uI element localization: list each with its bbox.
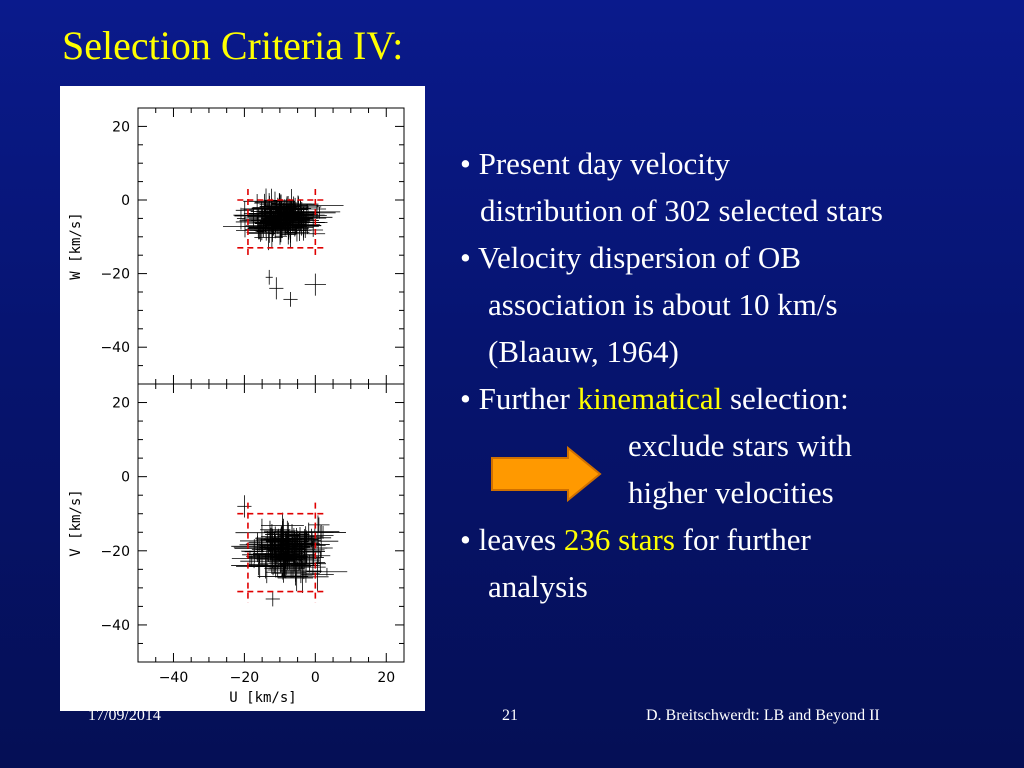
panel-top-ytick-label: −20 [100,267,130,283]
footer-date: 17/09/2014 [88,707,161,724]
bullet-1-line-1: • Present day velocity [460,146,730,181]
panel-bottom-ytick-label: −20 [100,544,130,560]
bullet-1-line-2: distribution of 302 selected stars [480,193,883,228]
velocity-scatter-svg: 20 0 −20 −40 W [km/s] 20 0 −20 −40 −40 −20 0 20 V [km… [68,107,405,706]
panel-bottom-xlabel: U [km/s] [229,690,296,706]
bullet-4-line-1: • leaves 236 stars for further [460,516,1020,563]
panel-top-ytick-label: −40 [100,340,130,356]
panel-bottom-ylabel: V [km/s] [68,489,84,556]
panel-top-ylabel: W [km/s] [68,212,84,279]
right-arrow-icon [491,446,602,502]
bullet-3-line-2: exclude stars with [628,428,852,463]
bullet-4-text-pre: • leaves [460,522,564,557]
panel-bottom-xtick-label: −40 [159,670,189,686]
panel-bottom-frame [137,383,405,663]
bullet-4-text-post: for further [674,522,811,557]
bullet-3-text-post: selection: [722,381,849,416]
footer-page-number: 21 [502,707,518,724]
bullet-2-line-2: association is about 10 km/s [488,287,838,322]
panel-top-frame [137,107,405,385]
panel-bottom-xtick-label: 20 [377,670,395,686]
bullet-3-highlight: kinematical [577,381,723,416]
panel-bottom-ytick-label: 20 [112,396,130,412]
velocity-scatter-figure: 20 0 −20 −40 W [km/s] 20 0 −20 −40 −40 −20 0 20 V [km… [60,86,425,711]
bullet-3-line-3: higher velocities [628,475,834,510]
bullet-4-line-2: analysis [488,569,588,604]
panel-bottom-ytick-label: −40 [100,618,130,634]
slide-title: Selection Criteria IV: [62,23,404,68]
bullet-3-line-1: • Further kinematical selection: [460,375,1020,422]
footer-author: D. Breitschwerdt: LB and Beyond II [646,707,880,724]
panel-bottom-xtick-label: −20 [230,670,260,686]
bullet-3-text-pre: • Further [460,381,578,416]
bullet-4-highlight: 236 stars [563,522,675,557]
bullet-list: • Present day velocity distribution of 3… [460,140,1020,610]
panel-top-ytick-label: 20 [112,119,130,135]
panel-bottom-ytick-label: 0 [121,470,130,486]
panel-bottom-xtick-label: 0 [311,670,320,686]
bullet-2-line-1: • Velocity dispersion of OB [460,240,801,275]
bullet-2-line-3: (Blaauw, 1964) [488,334,679,369]
panel-top-ytick-label: 0 [121,193,130,209]
